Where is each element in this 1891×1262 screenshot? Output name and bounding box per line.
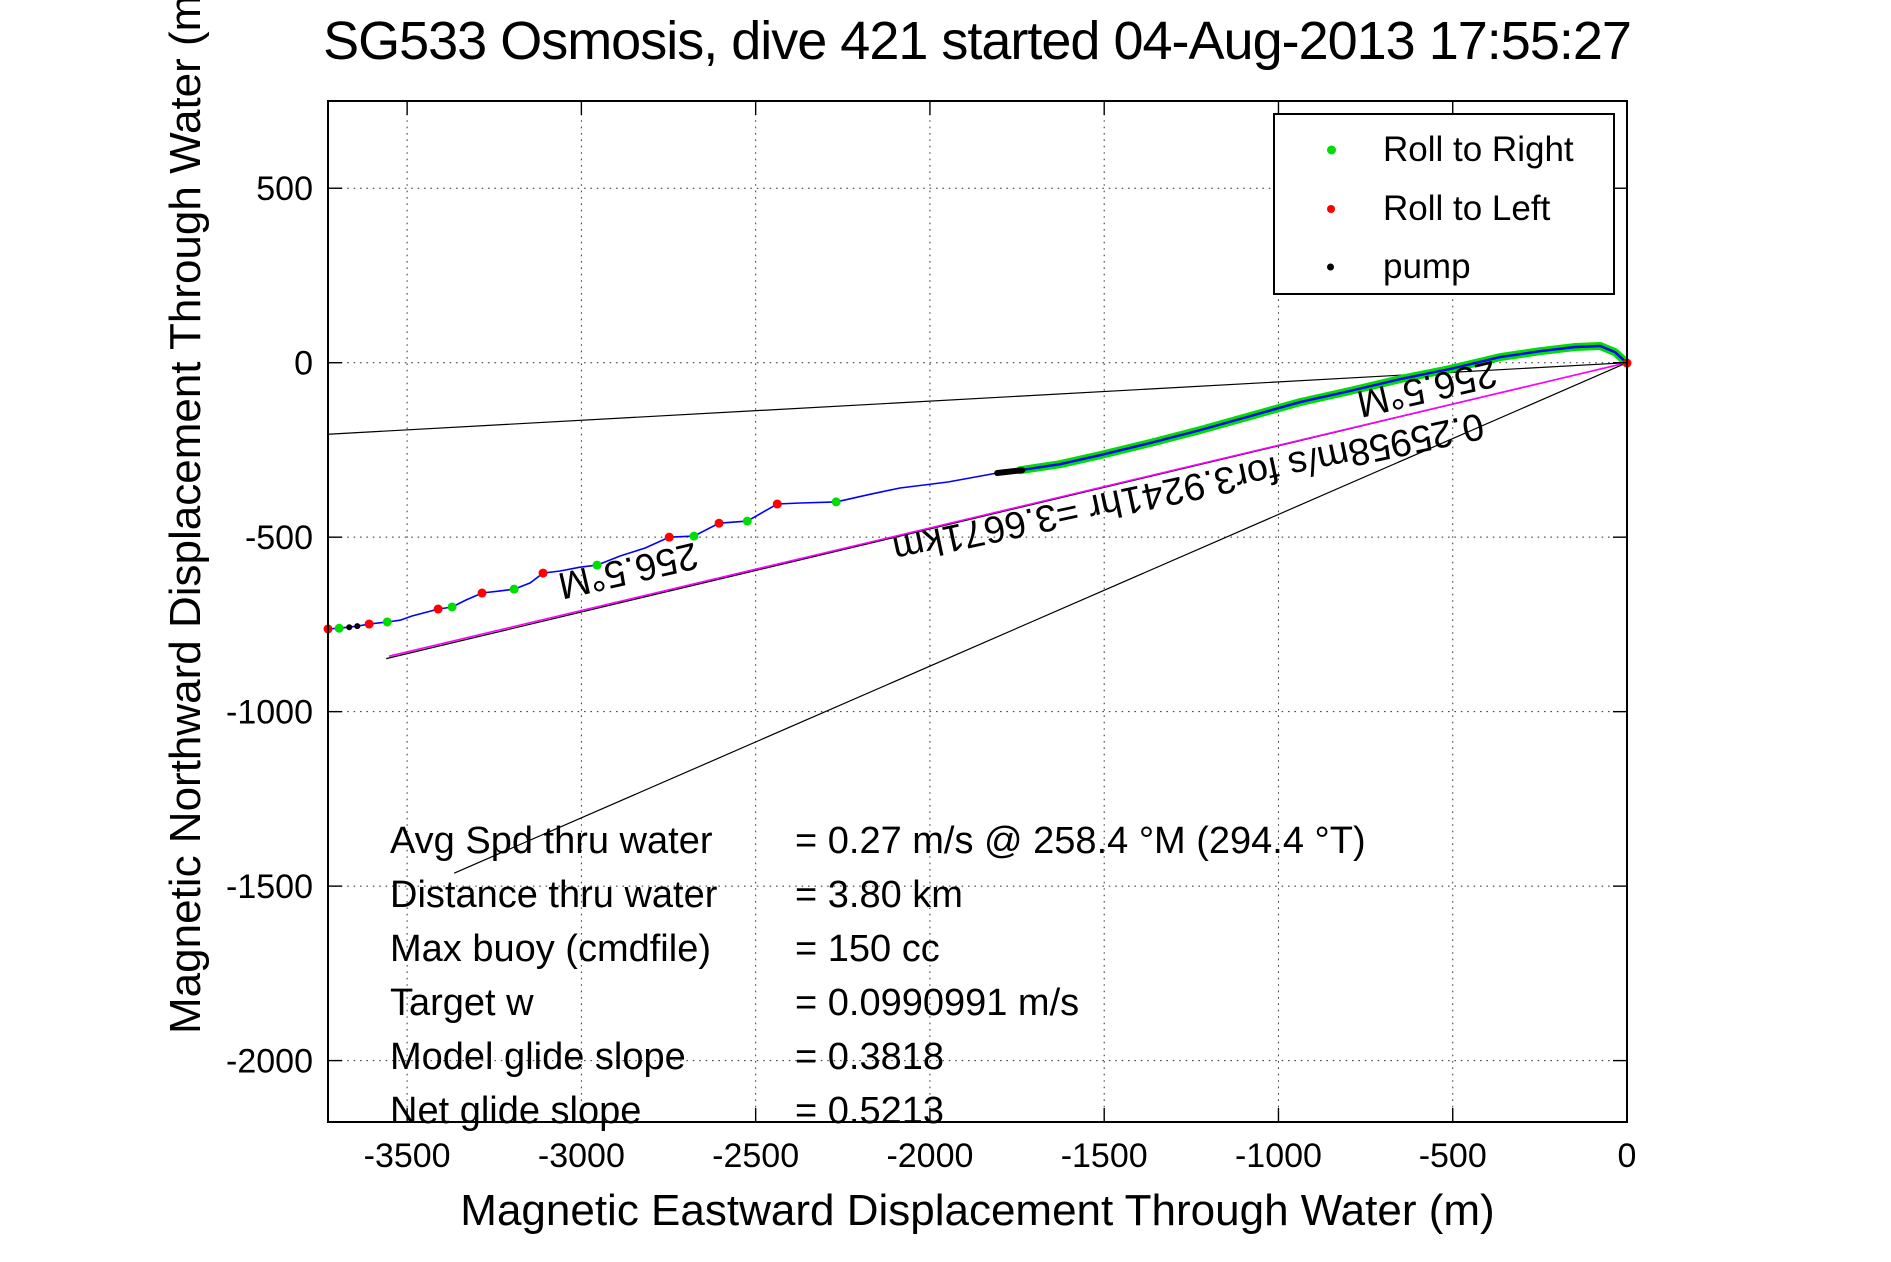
roll-left-marker [477, 588, 487, 598]
x-tick-label: -500 [1419, 1137, 1487, 1175]
roll-right-marker [509, 584, 519, 594]
bearing-line-lower [453, 362, 1628, 874]
pump-marker-icon [1327, 263, 1334, 271]
legend-label: Roll to Right [1383, 130, 1574, 169]
pump-marker [346, 624, 353, 631]
legend-item-pump: pump [1275, 244, 1613, 290]
roll-right-marker-icon [1327, 145, 1336, 155]
y-tick-label: 0 [294, 345, 313, 383]
x-tick-label: -2000 [886, 1137, 973, 1175]
legend-label: pump [1383, 247, 1471, 286]
y-tick-label: 500 [256, 170, 313, 208]
x-axis-label: Magnetic Eastward Displacement Through W… [460, 1186, 1495, 1235]
roll-left-marker [714, 518, 724, 528]
roll-left-marker-icon [1327, 205, 1335, 213]
roll-right-marker [592, 560, 602, 570]
dac-line [388, 361, 1628, 657]
x-tick-label: -1500 [1061, 1137, 1148, 1175]
stat-max-buoy: Max buoy (cmdfile) = 150 cc [390, 925, 940, 973]
y-tick-label: -2000 [226, 1043, 313, 1081]
stat-distance: Distance thru water = 3.80 km [390, 871, 963, 919]
legend-box: Roll to Right Roll to Left pump [1273, 113, 1615, 295]
stat-value: = 3.80 km [795, 874, 963, 916]
stat-value: = 0.5213 [795, 1090, 944, 1132]
stat-avg-speed: Avg Spd thru water = 0.27 m/s @ 258.4 °M… [390, 817, 1366, 865]
roll-left-marker [772, 499, 782, 509]
axes-box [327, 100, 1628, 1123]
roll-left-marker [538, 568, 548, 578]
stat-value: = 0.0990991 m/s [795, 982, 1080, 1024]
stat-label: Avg Spd thru water [390, 820, 713, 862]
stat-value: = 0.3818 [795, 1036, 944, 1078]
legend-label: Roll to Left [1383, 189, 1551, 228]
stat-value: = 0.27 m/s @ 258.4 °M (294.4 °T) [795, 820, 1366, 862]
y-tick-label: -1500 [226, 868, 313, 906]
x-tick-label: -2500 [712, 1137, 799, 1175]
roll-right-marker [742, 516, 752, 526]
track-line-core [1020, 344, 1628, 472]
stat-label: Model glide slope [390, 1036, 686, 1078]
x-tick-label: -3500 [364, 1137, 451, 1175]
legend-item-roll-left: Roll to Left [1275, 186, 1613, 232]
roll-left-marker [664, 532, 674, 542]
stat-net-glide-slope: Net glide slope = 0.5213 [390, 1087, 944, 1135]
stat-label: Distance thru water [390, 874, 718, 916]
stat-model-glide-slope: Model glide slope = 0.3818 [390, 1033, 944, 1081]
stat-label: Max buoy (cmdfile) [390, 928, 711, 970]
stat-label: Net glide slope [390, 1090, 642, 1132]
stat-value: = 150 cc [795, 928, 940, 970]
roll-left-marker [433, 604, 443, 614]
stat-label: Target w [390, 982, 534, 1024]
roll-right-marker [689, 531, 699, 541]
y-tick-label: -500 [245, 519, 313, 557]
track-annotation: 256.5°M [554, 534, 702, 607]
pump-segment [994, 467, 1026, 476]
pump-marker [354, 623, 361, 630]
roll-right-marker [334, 623, 344, 633]
stat-target-w: Target w = 0.0990991 m/s [390, 979, 1079, 1027]
chart-title: SG533 Osmosis, dive 421 started 04-Aug-2… [323, 11, 1632, 71]
roll-right-marker [382, 617, 392, 627]
x-tick-label: -3000 [538, 1137, 625, 1175]
y-axis-label-text: Magnetic Northward Displacement Through … [161, 0, 210, 1034]
roll-right-marker [831, 497, 841, 507]
roll-left-marker [364, 619, 374, 629]
track-annotation: 0.25958m/s for3.9241hr =3.6671km [889, 404, 1488, 570]
x-tick-label: 0 [1618, 1137, 1637, 1175]
y-tick-label: -1000 [226, 694, 313, 732]
x-tick-label: -1000 [1235, 1137, 1322, 1175]
legend-item-roll-right: Roll to Right [1275, 127, 1613, 173]
roll-right-marker [447, 602, 457, 612]
